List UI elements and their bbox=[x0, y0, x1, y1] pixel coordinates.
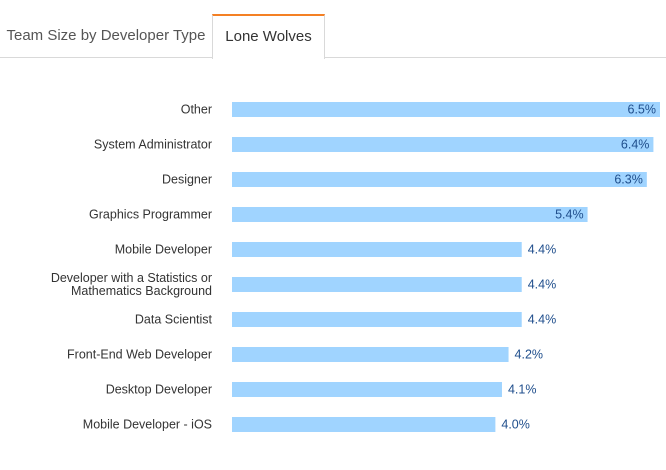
bar[interactable] bbox=[232, 207, 588, 222]
tab-lone-wolves[interactable]: Lone Wolves bbox=[212, 14, 325, 59]
category-label: Mobile Developer - iOS bbox=[83, 418, 212, 432]
category-label: Developer with a Statistics or Mathematic… bbox=[51, 271, 212, 298]
category-label-line: Other bbox=[181, 103, 212, 117]
category-label: Desktop Developer bbox=[106, 383, 212, 397]
value-label: 4.1% bbox=[508, 383, 537, 397]
bar[interactable] bbox=[232, 242, 522, 257]
bar[interactable] bbox=[232, 382, 502, 397]
value-label: 4.2% bbox=[515, 348, 544, 362]
category-label-line: System Administrator bbox=[94, 138, 212, 152]
bar-row: Mobile Developer 4.4% bbox=[115, 242, 557, 257]
bar-row: Graphics Programmer 5.4% bbox=[89, 207, 588, 222]
category-label-line: Desktop Developer bbox=[106, 383, 212, 397]
bar[interactable] bbox=[232, 417, 496, 432]
value-label: 6.3% bbox=[614, 173, 643, 187]
bar-row: Desktop Developer 4.1% bbox=[106, 382, 537, 397]
category-label-line: Data Scientist bbox=[135, 313, 213, 327]
category-label-line: Graphics Programmer bbox=[89, 208, 212, 222]
value-label: 4.4% bbox=[528, 313, 557, 327]
category-label: System Administrator bbox=[94, 138, 212, 152]
value-label: 4.0% bbox=[501, 418, 530, 432]
category-label: Front-End Web Developer bbox=[67, 348, 212, 362]
bar[interactable] bbox=[232, 277, 522, 292]
category-label: Designer bbox=[162, 173, 212, 187]
tab-team-size-by-developer-type[interactable]: Team Size by Developer Type bbox=[6, 27, 206, 44]
bar-row: Other 6.5% bbox=[181, 102, 660, 117]
tab-bar: Team Size by Developer Type Lone Wolves bbox=[0, 0, 666, 59]
category-label-line: Front-End Web Developer bbox=[67, 348, 212, 362]
bar-row: Mobile Developer - iOS 4.0% bbox=[83, 417, 530, 432]
category-label-line: Developer with a Statistics or bbox=[51, 271, 212, 285]
value-label: 6.5% bbox=[628, 103, 657, 117]
category-label-line: Mathematics Background bbox=[71, 284, 212, 298]
bar[interactable] bbox=[232, 312, 522, 327]
category-label: Data Scientist bbox=[135, 313, 213, 327]
bar-row: System Administrator 6.4% bbox=[94, 137, 654, 152]
category-label: Mobile Developer bbox=[115, 243, 212, 257]
category-label-line: Mobile Developer bbox=[115, 243, 212, 257]
bar[interactable] bbox=[232, 347, 509, 362]
category-label: Other bbox=[181, 103, 212, 117]
value-label: 6.4% bbox=[621, 138, 650, 152]
value-label: 5.4% bbox=[555, 208, 584, 222]
bar[interactable] bbox=[232, 102, 660, 117]
tab-bar-divider bbox=[0, 57, 666, 58]
category-label-line: Mobile Developer - iOS bbox=[83, 418, 212, 432]
lone-wolves-bar-chart: Other 6.5% System Administrator 6.4% Designe… bbox=[0, 58, 666, 470]
value-label: 4.4% bbox=[528, 278, 557, 292]
category-label: Graphics Programmer bbox=[89, 208, 212, 222]
chart-canvas: Other 6.5% System Administrator 6.4% Designe… bbox=[51, 102, 660, 432]
bar[interactable] bbox=[232, 137, 654, 152]
value-label: 4.4% bbox=[528, 243, 557, 257]
bar-row: Designer 6.3% bbox=[162, 172, 647, 187]
bar-row: Developer with a Statistics or Mathematic… bbox=[51, 271, 556, 298]
bar-row: Front-End Web Developer 4.2% bbox=[67, 347, 543, 362]
bar[interactable] bbox=[232, 172, 647, 187]
bar-row: Data Scientist 4.4% bbox=[135, 312, 556, 327]
category-label-line: Designer bbox=[162, 173, 212, 187]
